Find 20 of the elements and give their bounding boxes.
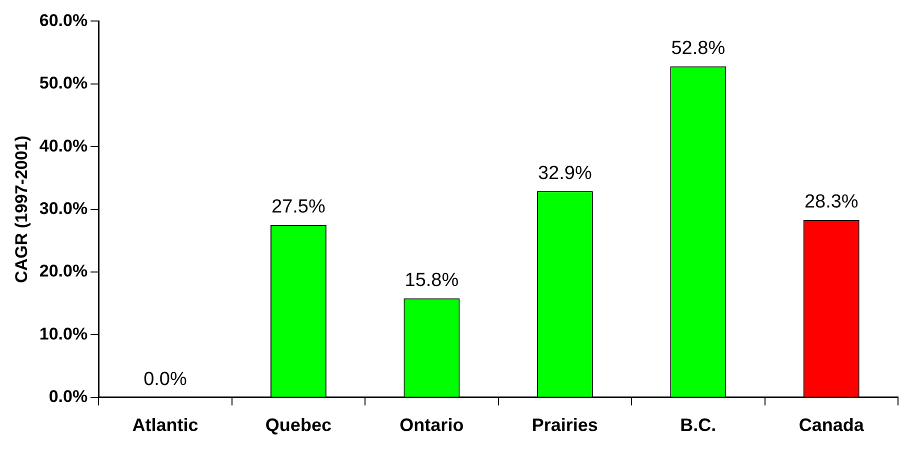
x-tick-label: Prairies xyxy=(532,415,598,436)
x-tick-label: Canada xyxy=(798,415,865,436)
y-tick-label: 40.0% xyxy=(39,136,88,156)
y-tick-label: 50.0% xyxy=(39,74,88,93)
data-label: 28.3% xyxy=(804,192,858,213)
data-label: 15.8% xyxy=(404,270,459,292)
data-label: 0.0% xyxy=(144,369,187,390)
y-tick-label: 0.0% xyxy=(48,387,88,406)
y-tick-label: 10.0% xyxy=(39,324,88,344)
x-tick-label: Atlantic xyxy=(132,415,198,436)
y-tick-label: 30.0% xyxy=(39,198,88,218)
x-tick-label: Ontario xyxy=(400,415,464,436)
y-axis-title: CAGR (1997-2001) xyxy=(12,136,31,284)
data-label: 32.9% xyxy=(538,162,592,184)
y-tick-label: 60.0% xyxy=(39,10,88,30)
data-label: 27.5% xyxy=(272,196,326,218)
x-tick-label: B.C. xyxy=(680,415,716,436)
data-label: 52.8% xyxy=(671,38,726,60)
y-tick-label: 20.0% xyxy=(39,262,88,281)
x-tick-label: Quebec xyxy=(265,415,332,436)
